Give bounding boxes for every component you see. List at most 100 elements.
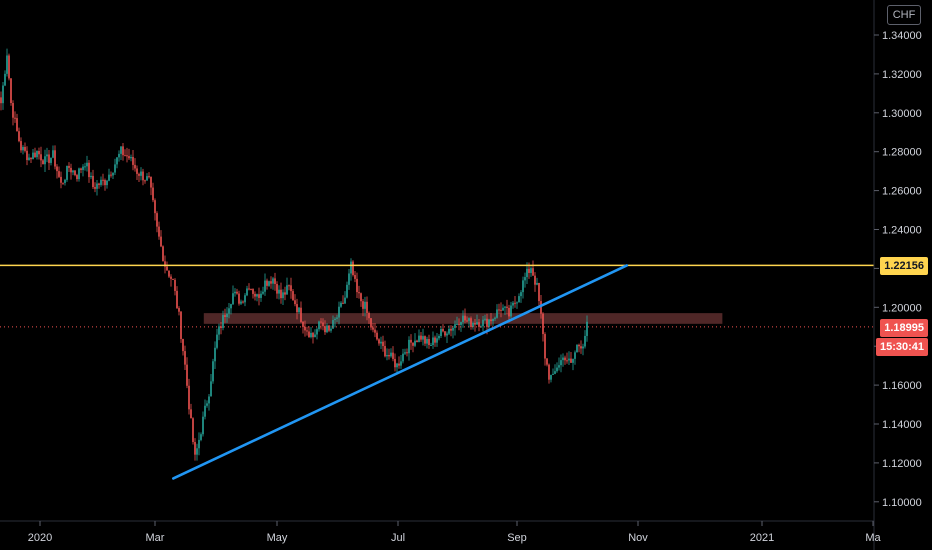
candle-body — [106, 180, 108, 186]
candle-body — [96, 183, 98, 189]
drawing-lines-layer[interactable] — [0, 264, 874, 480]
candle — [430, 342, 432, 346]
candle — [124, 149, 126, 157]
candle-body — [78, 168, 80, 180]
candle-body — [158, 226, 160, 237]
candle-body — [226, 313, 228, 318]
candle — [52, 145, 54, 159]
candle-body — [148, 176, 150, 178]
candle-body — [244, 295, 246, 303]
candle-body — [352, 261, 354, 276]
candle-body — [474, 322, 476, 325]
candle — [88, 159, 90, 183]
candle — [476, 314, 478, 325]
candle-body — [20, 141, 22, 151]
price-tick-label: 1.16000 — [882, 380, 922, 392]
candle — [160, 230, 162, 248]
candle-body — [18, 131, 20, 142]
candle — [292, 289, 294, 301]
candle — [564, 355, 566, 365]
candle-body — [562, 357, 564, 361]
candle — [98, 182, 100, 189]
candle — [56, 164, 58, 179]
candle — [242, 300, 244, 304]
candle — [156, 211, 158, 233]
candle-body — [302, 321, 304, 327]
candle-body — [246, 288, 248, 296]
candle-body — [94, 187, 96, 189]
candle-body — [88, 162, 90, 178]
candle — [54, 145, 56, 170]
candle-body — [110, 174, 112, 176]
candle-body — [278, 289, 280, 294]
candle — [472, 321, 474, 330]
candle-body — [224, 315, 226, 318]
candle-body — [476, 322, 478, 325]
candle-body — [536, 282, 538, 285]
candle — [352, 260, 354, 277]
candle-body — [156, 213, 158, 227]
candle-body — [524, 277, 526, 281]
candle-body — [338, 306, 340, 318]
candle-body — [496, 309, 498, 318]
candle — [176, 286, 178, 310]
candle-body — [558, 365, 560, 368]
candle — [188, 378, 190, 415]
candle — [582, 343, 584, 356]
candle — [70, 163, 72, 180]
candle — [536, 277, 538, 286]
candle — [110, 171, 112, 178]
candle — [470, 316, 472, 330]
candle — [442, 324, 444, 333]
candle-body — [68, 165, 70, 168]
candle — [276, 281, 278, 299]
candle-body — [220, 326, 222, 328]
candle-body — [242, 301, 244, 303]
candle — [342, 295, 344, 305]
currency-badge[interactable]: CHF — [887, 5, 921, 25]
ascending-trendline[interactable] — [172, 264, 629, 480]
time-axis[interactable]: 2020 Mar May Jul Sep Nov 2021 Ma — [28, 521, 882, 544]
candle-body — [452, 327, 454, 331]
candle — [542, 312, 544, 342]
candle-body — [284, 292, 286, 295]
candle-body — [548, 364, 550, 380]
candle-body — [26, 150, 28, 161]
candle — [510, 301, 512, 319]
candle — [452, 325, 454, 339]
candle-body — [462, 315, 464, 323]
candle — [370, 317, 372, 331]
candle-body — [138, 173, 140, 176]
candle — [360, 292, 362, 307]
candle — [298, 306, 300, 314]
candle-body — [572, 358, 574, 363]
price-tick-label: 1.12000 — [882, 458, 922, 470]
candle-body — [532, 268, 534, 276]
candle-body — [456, 323, 458, 325]
candle-body — [520, 292, 522, 297]
candle — [194, 438, 196, 461]
candle — [80, 167, 82, 174]
candle — [146, 173, 148, 182]
candle-body — [400, 361, 402, 366]
candle-body — [164, 261, 166, 267]
candle — [506, 299, 508, 315]
candle — [148, 172, 150, 179]
candle-body — [416, 340, 418, 343]
candle-body — [210, 381, 212, 397]
candle — [262, 286, 264, 295]
candle-body — [168, 270, 170, 277]
candle — [522, 276, 524, 299]
candle-body — [356, 278, 358, 293]
candle-body — [50, 157, 52, 163]
candle — [114, 158, 116, 176]
candle — [264, 273, 266, 296]
candle-body — [140, 171, 142, 176]
candle-body — [160, 236, 162, 247]
candle-body — [450, 328, 452, 331]
candle — [190, 403, 192, 419]
candle-body — [370, 318, 372, 328]
candle — [240, 299, 242, 305]
